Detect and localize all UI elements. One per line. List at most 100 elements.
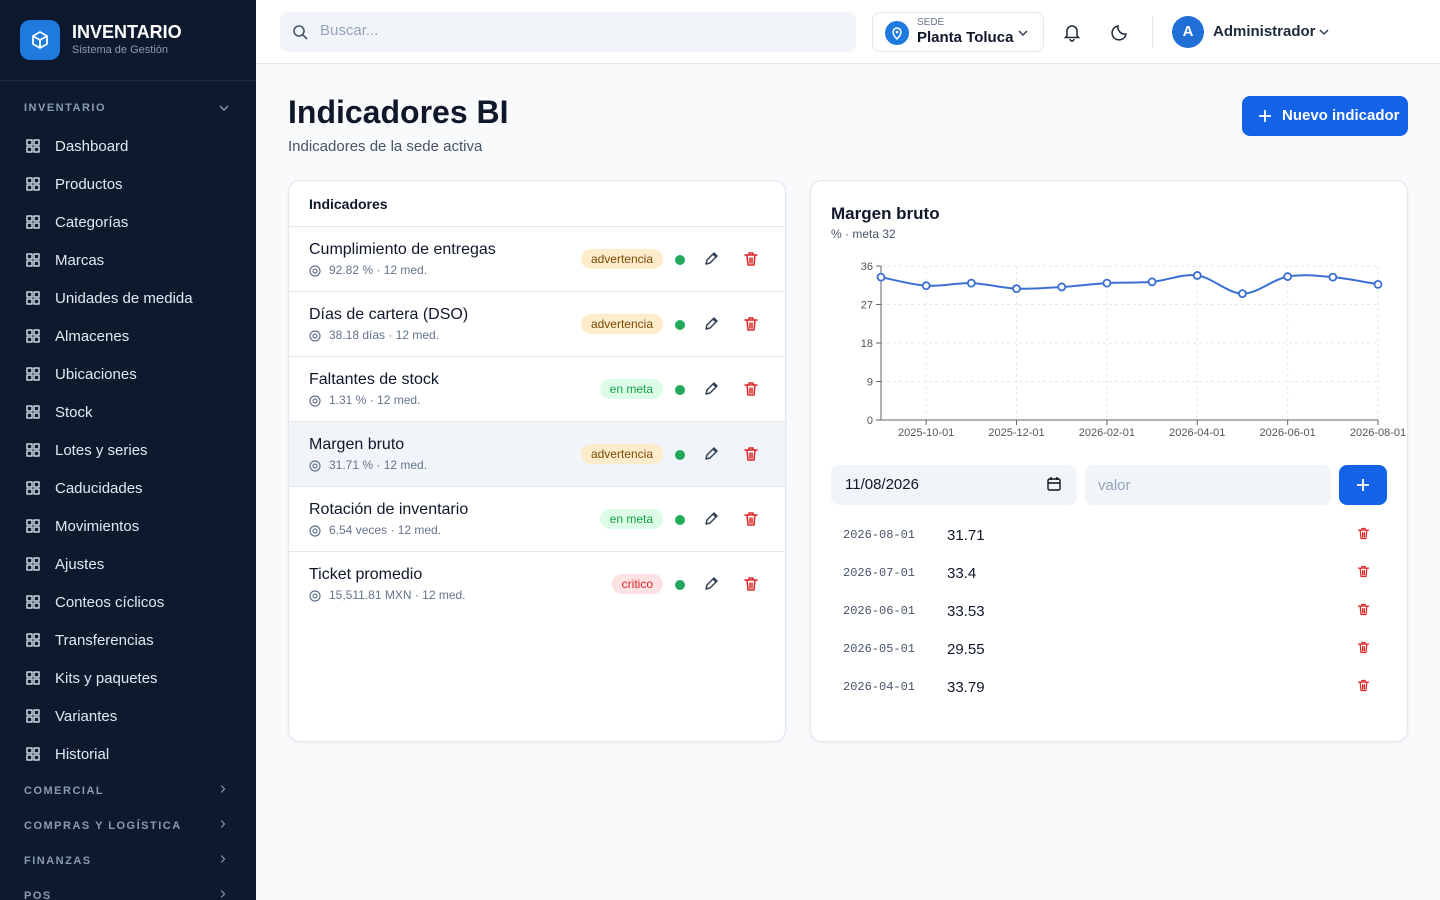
delete-button-shape	[744, 382, 758, 396]
nav-item[interactable]: Caducidades	[24, 478, 143, 498]
indicator-row[interactable]: Cumplimiento de entregas 92.82 % · 12 med…	[289, 226, 785, 291]
nav-label: Categorías	[55, 213, 129, 231]
point	[966, 278, 976, 288]
search-input[interactable]: Buscar...	[280, 12, 856, 52]
delete-button[interactable]	[742, 510, 760, 528]
nav-item[interactable]: Productos	[24, 174, 123, 194]
new-indicator-button[interactable]: Nuevo indicador	[1242, 96, 1408, 136]
nav-icon-shape	[26, 557, 40, 571]
value-input[interactable]: valor	[1085, 465, 1331, 505]
nav-item[interactable]: Categorías	[24, 212, 128, 232]
site-icon	[885, 21, 909, 45]
edit-button[interactable]	[702, 380, 720, 398]
nav-item[interactable]: Marcas	[24, 250, 104, 270]
nav-section[interactable]: POS	[24, 890, 52, 900]
target-center	[312, 333, 318, 339]
status-dot	[675, 450, 685, 460]
date-input[interactable]: 11/08/2026	[831, 465, 1077, 505]
divider	[0, 80, 256, 81]
site-selector[interactable]: SEDE Planta Toluca	[872, 12, 1044, 52]
delete-button[interactable]	[742, 445, 760, 463]
chevron-shape	[220, 855, 226, 863]
delete-button[interactable]	[1356, 526, 1371, 541]
measurement-value: 33.4	[947, 565, 977, 582]
measurement-value: 31.71	[947, 527, 985, 544]
chevron-shape	[220, 820, 226, 828]
nav-section[interactable]: COMERCIAL	[24, 785, 105, 797]
theme-toggle[interactable]	[1110, 22, 1130, 42]
user-name[interactable]: Administrador	[1213, 23, 1316, 40]
nav-icon	[26, 291, 40, 305]
edit-button-shape	[705, 382, 718, 395]
nav-item[interactable]: Movimientos	[24, 516, 139, 536]
delete-button-shape	[1357, 641, 1370, 654]
nav-item[interactable]: Ubicaciones	[24, 364, 137, 384]
delete-button[interactable]	[1356, 602, 1371, 617]
delete-button[interactable]	[742, 250, 760, 268]
edit-button-shape	[705, 577, 718, 590]
panel-title: Indicadores	[309, 196, 388, 212]
nav-item[interactable]: Kits y paquetes	[24, 668, 158, 688]
point	[1283, 272, 1293, 281]
indicator-name: Días de cartera (DSO)	[309, 306, 469, 323]
delete-button[interactable]	[742, 380, 760, 398]
nav-label: Unidades de medida	[55, 289, 193, 307]
nav-icon-shape	[26, 329, 40, 343]
nav-item[interactable]: Historial	[24, 744, 109, 764]
measurement-date: 2026-08-01	[843, 528, 916, 542]
nav-icon-shape	[26, 519, 40, 533]
add-measurement-button[interactable]	[1339, 465, 1387, 505]
nav-item[interactable]: Conteos cíclicos	[24, 592, 164, 612]
site-label: SEDE	[917, 17, 945, 28]
edit-button[interactable]	[702, 315, 720, 333]
delete-button[interactable]	[1356, 640, 1371, 655]
nav-item[interactable]: Almacenes	[24, 326, 129, 346]
edit-button[interactable]	[702, 445, 720, 463]
chart-subtitle: % · meta 32	[831, 227, 896, 241]
nav-item[interactable]: Stock	[24, 402, 93, 422]
site-name: Planta Toluca	[917, 29, 1014, 46]
nav-section[interactable]: FINANZAS	[24, 855, 92, 867]
chart-panel: Margen bruto % · meta 32 0 9 18 27 36 2025-10…	[810, 180, 1408, 742]
delete-button-shape	[1357, 679, 1370, 692]
delete-button[interactable]	[742, 575, 760, 593]
indicator-row[interactable]: Rotación de inventario 6.54 veces · 12 me…	[289, 486, 785, 551]
nav-item[interactable]: Variantes	[24, 706, 117, 726]
edit-button[interactable]	[702, 510, 720, 528]
nav-item[interactable]: Unidades de medida	[24, 288, 193, 308]
nav-label: Almacenes	[55, 327, 130, 345]
indicator-detail: 1.31 % · 12 med.	[329, 393, 421, 407]
nav-item[interactable]: Lotes y series	[24, 440, 148, 460]
indicator-row[interactable]: Margen bruto 31.71 % · 12 med. advertencia	[289, 421, 785, 486]
nav-icon	[26, 367, 40, 381]
nav-section[interactable]: INVENTARIO	[24, 102, 107, 114]
delete-button[interactable]	[742, 315, 760, 333]
indicator-detail: 92.82 % · 12 med.	[329, 263, 428, 277]
indicator-row[interactable]: Faltantes de stock 1.31 % · 12 med. en met…	[289, 356, 785, 421]
edit-button[interactable]	[702, 250, 720, 268]
nav-item[interactable]: Ajustes	[24, 554, 104, 574]
target-icon	[309, 525, 321, 537]
indicator-row[interactable]: Días de cartera (DSO) 38.18 días · 12 med…	[289, 291, 785, 356]
nav-section[interactable]: COMPRAS Y LOGÍSTICA	[24, 820, 182, 832]
nav-item[interactable]: Transferencias	[24, 630, 154, 650]
nav-label: Variantes	[55, 707, 118, 725]
indicator-detail: 38.18 días · 12 med.	[329, 328, 440, 342]
delete-button-shape	[744, 577, 758, 591]
target-ring	[309, 395, 321, 407]
nav-item[interactable]: Dashboard	[24, 136, 128, 156]
point	[1238, 289, 1247, 298]
target-icon	[309, 265, 321, 277]
target-ring	[309, 460, 321, 472]
nav-label: Movimientos	[55, 517, 140, 535]
indicator-row[interactable]: Ticket promedio 15,511.81 MXN · 12 med. cr…	[289, 551, 785, 616]
nav-icon-shape	[26, 443, 40, 457]
edit-button[interactable]	[702, 575, 720, 593]
measurement-date: 2026-06-01	[843, 604, 916, 618]
nav-icon	[26, 557, 40, 571]
notifications-button[interactable]	[1062, 22, 1082, 42]
avatar[interactable]: A	[1172, 16, 1204, 48]
delete-button[interactable]	[1356, 678, 1371, 693]
delete-button-shape	[744, 317, 758, 331]
delete-button[interactable]	[1356, 564, 1371, 579]
